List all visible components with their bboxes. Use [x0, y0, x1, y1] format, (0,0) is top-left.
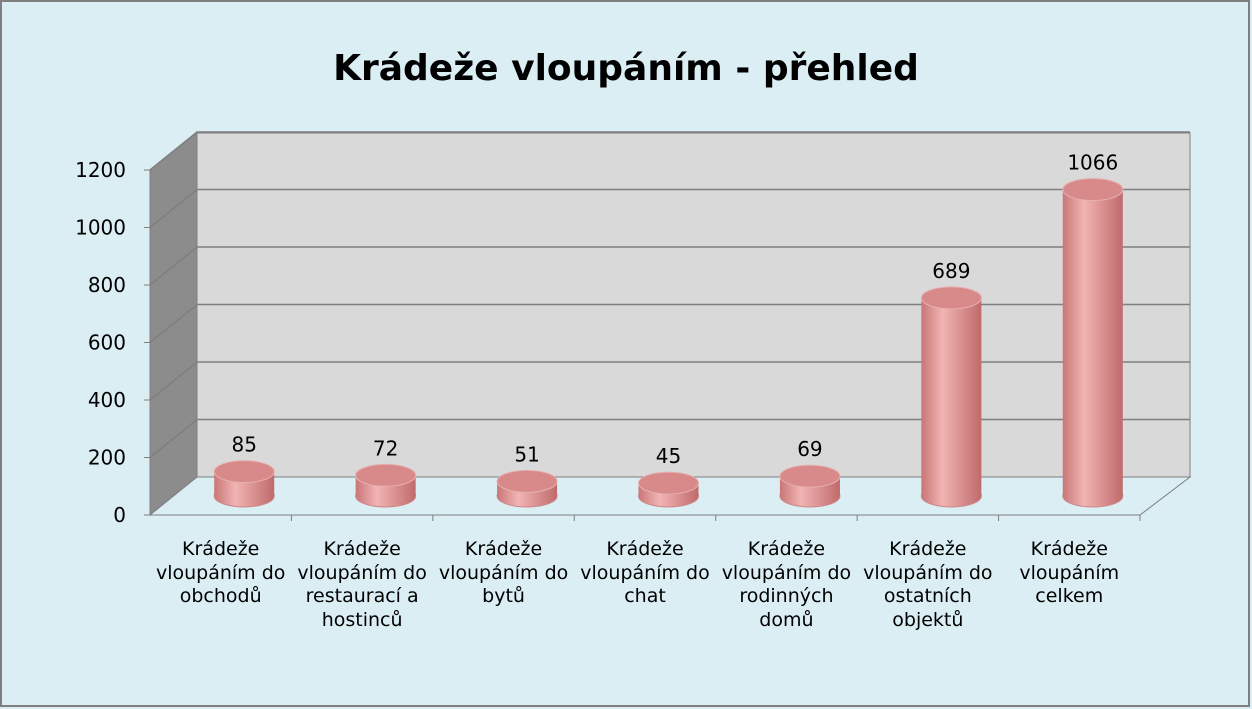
x-tick-label: Krádeže vloupáním do restaurací a hostin…: [297, 538, 427, 631]
data-label: 689: [932, 259, 970, 283]
data-label: 85: [231, 433, 256, 457]
y-tick-label: 0: [113, 503, 126, 527]
bar-top: [779, 464, 841, 488]
bar: [1062, 189, 1123, 496]
y-tick-label: 800: [88, 273, 126, 297]
bar-top: [213, 460, 275, 484]
data-label: 69: [797, 437, 822, 461]
x-tick-label: Krádeže vloupáním celkem: [1019, 538, 1120, 607]
bar-top: [355, 463, 417, 487]
grid-line: [149, 303, 1190, 344]
y-tick-label: 400: [88, 388, 126, 412]
data-label: 1066: [1067, 151, 1118, 175]
bar-top: [496, 469, 558, 493]
bar-top: [920, 286, 982, 310]
data-label: 72: [373, 436, 398, 460]
bar: [921, 297, 982, 496]
x-tick-label: Krádeže vloupáním do obchodů: [155, 538, 286, 607]
chart-title: Krádeže vloupáním - přehled: [333, 48, 919, 89]
data-label: 51: [514, 442, 539, 466]
y-tick-label: 600: [88, 331, 126, 355]
bar-top: [1062, 178, 1124, 202]
data-label: 45: [656, 444, 681, 468]
y-tick-label: 1200: [75, 158, 126, 182]
x-tick-label: Krádeže vloupáním do chat: [580, 538, 710, 607]
grid-line: [149, 188, 1190, 229]
grid-line: [149, 131, 1190, 171]
grid-line: [149, 361, 1190, 401]
grid-line: [149, 246, 1190, 286]
y-tick-label: 200: [88, 446, 126, 470]
y-tick-label: 1000: [75, 216, 126, 240]
x-tick-label: Krádeže vloupáním do ostatních objektů: [863, 538, 993, 631]
x-tick-label: Krádeže vloupáním do bytů: [438, 538, 569, 607]
grid-line: [149, 418, 1190, 459]
bar-top: [638, 471, 699, 495]
x-tick-label: Krádeže vloupáním do rodinných domů: [721, 538, 852, 631]
